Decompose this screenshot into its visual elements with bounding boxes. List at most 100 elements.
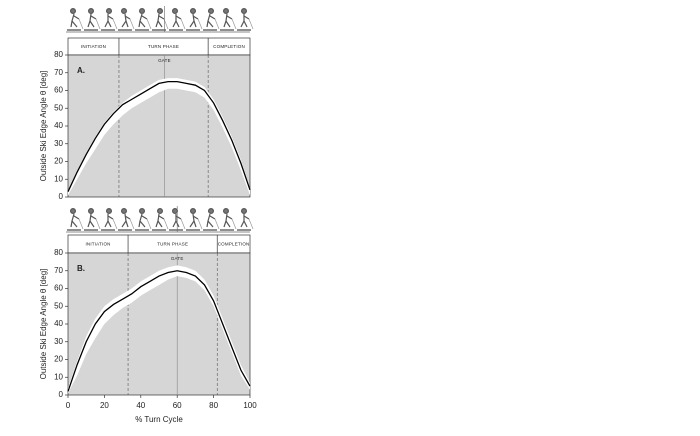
phase-label: INITIATION [81, 44, 106, 49]
skier-icon [169, 8, 186, 31]
x-tick-label: 40 [136, 401, 145, 410]
skier-body [138, 13, 148, 28]
y-tick-label: 60 [54, 86, 63, 95]
pole [231, 18, 237, 30]
skier-head [240, 208, 248, 215]
phase-label: COMPLETION [218, 242, 250, 247]
y-tick-label: 30 [54, 139, 63, 148]
y-tick-label: 10 [54, 372, 63, 381]
skier-icon [118, 8, 135, 31]
y-tick-label: 70 [54, 266, 63, 275]
y-tick-label: 50 [54, 103, 63, 112]
pole [78, 218, 84, 230]
x-tick-label: 20 [100, 401, 109, 410]
skier-body [104, 214, 114, 228]
skier-icon [186, 208, 203, 231]
skier-body [189, 13, 199, 28]
skier-body [172, 14, 182, 28]
skier-body [121, 213, 131, 228]
y-tick-label: 50 [54, 301, 63, 310]
phase-label: INITIATION [85, 242, 110, 247]
skier-head [69, 8, 77, 15]
mean-line [67, 80, 251, 192]
skier-icon [152, 8, 169, 31]
pole [197, 18, 203, 30]
skier-icon [101, 8, 118, 31]
pole [248, 218, 254, 230]
phase-label: COMPLETION [213, 44, 245, 49]
x-axis-label: % Turn Cycle [135, 415, 183, 424]
skier-icon [169, 208, 186, 231]
y-tick-label: 40 [54, 319, 63, 328]
x-tick-label: 0 [66, 401, 71, 410]
skier-head [189, 208, 197, 215]
pole [146, 18, 152, 30]
skier-head [105, 8, 113, 15]
skier-head [105, 208, 113, 215]
pole [112, 218, 118, 230]
y-tick-label: 40 [54, 121, 63, 130]
skier-head [69, 208, 77, 215]
pole [95, 18, 101, 30]
skier-body [223, 13, 233, 28]
gate-label: GATE [171, 256, 184, 261]
skier-body [240, 14, 250, 28]
mean-line [67, 270, 251, 392]
skier-head [189, 8, 197, 15]
skier-icon [237, 8, 254, 31]
skier-icon [67, 8, 84, 31]
y-tick-label: 60 [54, 284, 63, 293]
skier-head [87, 8, 95, 15]
skier-body [70, 13, 80, 28]
skier-body [155, 13, 165, 28]
pole [180, 18, 186, 30]
skier-icon [203, 8, 220, 31]
skier-head [222, 208, 230, 215]
skier-icon [67, 208, 84, 231]
y-tick-label: 10 [54, 174, 63, 183]
skier-head [222, 8, 230, 15]
skier-body [206, 213, 216, 228]
pole [95, 218, 101, 230]
pole [146, 218, 152, 230]
y-tick-label: 0 [59, 192, 64, 201]
skier-body [87, 213, 97, 228]
y-tick-label: 80 [54, 50, 63, 59]
phase-label: TURN PHASE [157, 242, 188, 247]
skier-icon [118, 208, 135, 231]
y-tick-label: 30 [54, 337, 63, 346]
skier-head [207, 208, 215, 215]
pole [78, 18, 84, 30]
x-tick-label: 100 [243, 401, 257, 410]
y-tick-label: 0 [59, 390, 64, 399]
y-tick-label: 20 [54, 157, 63, 166]
skier-body [104, 14, 114, 28]
skier-icon [135, 8, 152, 31]
skier-body [189, 213, 199, 228]
skier-body [155, 213, 165, 228]
skier-icon [186, 8, 203, 31]
x-tick-label: 80 [209, 401, 218, 410]
pole [129, 218, 135, 230]
y-tick-label: 70 [54, 68, 63, 77]
skier-icon [220, 8, 237, 31]
skier-body [121, 13, 131, 28]
pole [129, 18, 135, 30]
phase-label: TURN PHASE [148, 44, 179, 49]
skier-head [171, 8, 179, 15]
pole [112, 18, 118, 30]
pole [163, 218, 169, 230]
pole [180, 218, 186, 230]
pole [214, 218, 220, 230]
skier-body [223, 213, 233, 228]
skier-icon [101, 208, 118, 231]
skier-head [120, 8, 128, 15]
y-axis-label: Outside Ski Edge Angle θ [deg] [39, 71, 48, 182]
skier-head [156, 8, 164, 15]
skier-head [138, 8, 146, 15]
skier-icon [152, 208, 169, 231]
skier-body [87, 13, 97, 28]
skier-head [87, 208, 95, 215]
pole [231, 218, 237, 230]
